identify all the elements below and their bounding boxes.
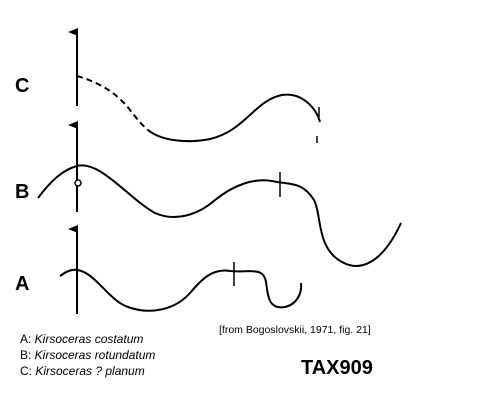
legend-prefix: A:	[20, 332, 35, 346]
legend-item-c: C: Kirsoceras ? planum	[20, 363, 155, 379]
suture-line-c	[147, 93, 321, 143]
source-citation: [from Bogoslovskii, 1971, fig. 21]	[219, 324, 371, 336]
suture-b	[37, 121, 402, 267]
row-label-c: C	[15, 75, 30, 97]
suture-line-b	[37, 164, 402, 267]
taxon-code: TAX909	[301, 357, 373, 379]
legend-item-b: B: Kirsoceras rotundatum	[20, 347, 155, 363]
suture-line-c-dashed	[76, 75, 149, 131]
suture-c	[68, 28, 321, 143]
legend-species: Kirsoceras ? planum	[35, 364, 145, 378]
row-label-a: A	[15, 273, 30, 295]
row-label-b: B	[15, 181, 30, 203]
legend: A: Kirsoceras costatum B: Kirsoceras rot…	[20, 331, 155, 379]
legend-species: Kirsoceras rotundatum	[34, 348, 156, 362]
legend-species: Kirsoceras costatum	[34, 332, 144, 346]
suture-line-a	[59, 268, 303, 312]
legend-prefix: C:	[20, 364, 36, 378]
legend-prefix: B:	[20, 348, 35, 362]
legend-item-a: A: Kirsoceras costatum	[20, 331, 155, 347]
siphuncle-mark-b	[74, 179, 82, 187]
suture-a	[59, 225, 303, 314]
